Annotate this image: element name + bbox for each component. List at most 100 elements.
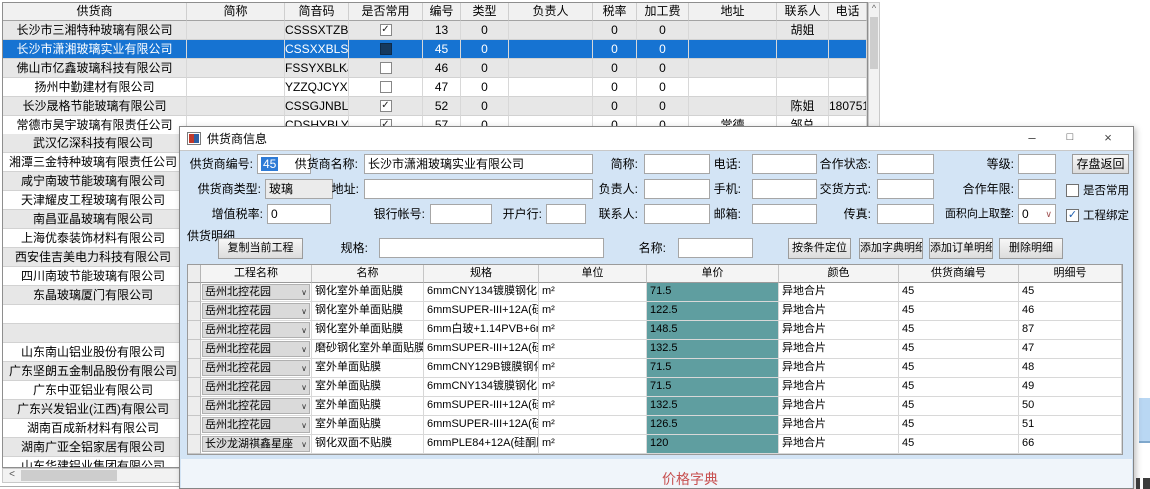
grid-cell-unit[interactable]: m² [539,397,647,416]
project-name-combo[interactable]: 岳州北控花园 ∨ [202,284,310,300]
row-header[interactable] [188,283,201,302]
close-icon[interactable]: × [1104,130,1112,145]
list-item[interactable]: 天津耀皮工程玻璃有限公司 [3,191,183,210]
row-header[interactable] [188,321,201,340]
vat-rate-input[interactable]: 0 [267,204,331,224]
checkbox-checked-icon[interactable]: ✓ [379,100,392,112]
grid-cell-supplier-id[interactable]: 45 [899,397,1019,416]
column-header[interactable]: 联系人 [777,3,829,21]
column-header[interactable]: 简音码 [285,3,349,21]
grid-row[interactable]: 岳州北控花园 ∨ 磨砂钢化室外单面贴膜6mmSUPER-III+12A(硅...m²… [188,340,1122,359]
grid-cell-project-name[interactable]: 岳州北控花园 ∨ [201,321,312,340]
grid-row[interactable]: 岳州北控花园 ∨ 室外单面贴膜6mmSUPER-III+12A(硅...m²132.… [188,397,1122,416]
column-header[interactable]: 编号 [423,3,461,21]
supplier-name-input[interactable]: 长沙市潇湘玻璃实业有限公司 [364,154,593,174]
maximize-icon[interactable]: □ [1066,131,1074,143]
list-item[interactable]: 广东兴发铝业(江西)有限公司 [3,400,183,419]
grid-cell-project-name[interactable]: 岳州北控花园 ∨ [201,302,312,321]
grid-cell-spec[interactable]: 6mmCNY134镀膜钢化 [424,283,539,302]
grid-cell-supplier-id[interactable]: 45 [899,378,1019,397]
supplier-id-input[interactable]: 45 [257,154,311,174]
grid-cell-name[interactable]: 钢化室外单面贴膜 [312,283,424,302]
grid-cell-unit-price[interactable]: 132.5 [647,397,779,416]
row-header[interactable] [188,435,201,454]
grid-cell-spec[interactable]: 6mmCNY129B镀膜钢化 [424,359,539,378]
column-header[interactable]: 税率 [593,3,637,21]
list-item[interactable]: 山东南山铝业股份有限公司 [3,343,183,362]
grid-cell-color[interactable]: 异地合片 [779,435,899,454]
row-header[interactable] [188,340,201,359]
minimize-icon[interactable]: – [1028,130,1036,145]
column-header[interactable]: 是否常用 [349,3,423,21]
coop-years-input[interactable] [1018,179,1056,199]
grid-cell-spec[interactable]: 6mmSUPER-III+12A(硅... [424,397,539,416]
project-name-combo[interactable]: 长沙龙湖祺鑫星座 ∨ [202,436,310,452]
grid-row[interactable]: 岳州北控花园 ∨ 钢化室外单面贴膜6mm白玻+1.14PVB+6mm...m²148… [188,321,1122,340]
add-order-detail-button[interactable]: 添加订单明细 [929,238,993,259]
grid-cell-detail-id[interactable]: 50 [1019,397,1122,416]
list-item[interactable] [3,324,183,343]
grid-cell-unit[interactable]: m² [539,302,647,321]
grid-cell-detail-id[interactable]: 47 [1019,340,1122,359]
project-name-combo[interactable]: 岳州北控花园 ∨ [202,379,310,395]
grid-cell-project-name[interactable]: 岳州北控花园 ∨ [201,378,312,397]
grid-cell-name[interactable]: 室外单面贴膜 [312,378,424,397]
grid-row[interactable]: 岳州北控花园 ∨ 室外单面贴膜 6mmCNY134镀膜钢化 m² 71.5 异地合片 45 49 [188,378,1122,397]
grid-column-header[interactable]: 供货商编号 [899,265,1019,283]
manager-input[interactable] [644,179,710,199]
grid-cell-unit-price[interactable]: 71.5 [647,359,779,378]
row-header[interactable] [188,359,201,378]
list-item[interactable]: 湖南百成新材料有限公司 [3,419,183,438]
row-header[interactable] [188,397,201,416]
grid-cell-supplier-id[interactable]: 45 [899,340,1019,359]
project-name-combo[interactable]: 岳州北控花园 ∨ [202,303,310,319]
row-header[interactable] [188,302,201,321]
grid-cell-detail-id[interactable]: 48 [1019,359,1122,378]
grid-cell-color[interactable]: 异地合片 [779,378,899,397]
locate-by-condition-button[interactable]: 按条件定位 [788,238,851,259]
column-header[interactable]: 电话 [829,3,867,21]
grid-cell-unit[interactable]: m² [539,416,647,435]
list-item[interactable]: 湖南广亚全铝家居有限公司 [3,438,183,457]
grid-row[interactable]: 岳州北控花园 ∨ 室外单面贴膜6mmSUPER-III+12A(硅...m²126.… [188,416,1122,435]
grid-cell-spec[interactable]: 6mm白玻+1.14PVB+6mm... [424,321,539,340]
checkbox-checked-icon[interactable]: ✓ [379,24,392,36]
fax-input[interactable] [877,204,934,224]
grid-cell-unit[interactable]: m² [539,340,647,359]
supplier-type-input[interactable]: 玻璃 [265,179,333,199]
phone-input[interactable] [752,154,817,174]
grade-input[interactable] [1018,154,1056,174]
scroll-left-arrow-icon[interactable]: < [9,469,15,480]
mobile-input[interactable] [752,179,817,199]
grid-column-header[interactable]: 单价 [647,265,779,283]
list-horizontal-scrollbar[interactable]: < [2,468,180,483]
spec-input[interactable] [379,238,604,258]
copy-current-project-button[interactable]: 复制当前工程 [218,238,303,259]
grid-cell-project-name[interactable]: 岳州北控花园 ∨ [201,397,312,416]
grid-cell-supplier-id[interactable]: 45 [899,321,1019,340]
is-common-checkbox[interactable]: 是否常用 [1066,182,1129,198]
checkbox-unchecked-icon[interactable] [379,81,392,93]
grid-cell-color[interactable]: 异地合片 [779,302,899,321]
grid-cell-unit-price[interactable]: 148.5 [647,321,779,340]
bank-branch-input[interactable] [546,204,586,224]
grid-cell-unit-price[interactable]: 132.5 [647,340,779,359]
grid-cell-project-name[interactable]: 岳州北控花园 ∨ [201,283,312,302]
grid-cell-name[interactable]: 室外单面贴膜 [312,416,424,435]
list-item[interactable]: 广东中亚铝业有限公司 [3,381,183,400]
project-name-combo[interactable]: 岳州北控花园 ∨ [202,360,310,376]
grid-cell-supplier-id[interactable]: 45 [899,302,1019,321]
grid-cell-name[interactable]: 钢化室外单面贴膜 [312,302,424,321]
grid-cell-spec[interactable]: 6mmSUPER-III+12A(硅... [424,340,539,359]
address-input[interactable] [364,179,593,199]
grid-cell-project-name[interactable]: 长沙龙湖祺鑫星座 ∨ [201,435,312,454]
list-item[interactable]: 四川南玻节能玻璃有限公司 [3,267,183,286]
grid-cell-unit-price[interactable]: 120 [647,435,779,454]
row-header[interactable] [188,378,201,397]
list-item[interactable]: 上海优泰装饰材料有限公司 [3,229,183,248]
column-header[interactable]: 负责人 [509,3,593,21]
delivery-method-input[interactable] [877,179,934,199]
